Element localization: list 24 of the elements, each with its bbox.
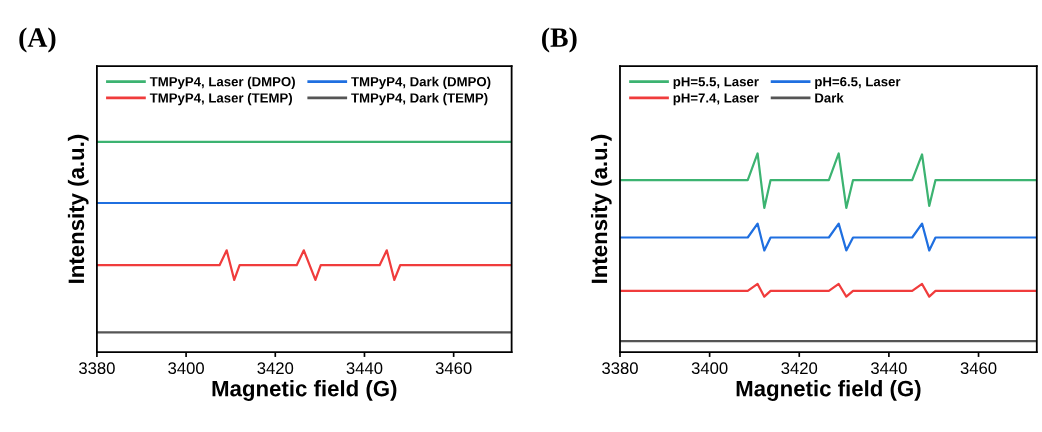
y-axis-title: Intensity (a.u.) bbox=[590, 134, 612, 283]
chart-title: (A) bbox=[19, 27, 56, 53]
legend-label: Dark bbox=[815, 92, 844, 103]
x-tick-label: 3440 bbox=[870, 362, 907, 375]
x-tick-label: 3420 bbox=[781, 362, 818, 375]
x-tick-label: 3460 bbox=[960, 362, 997, 375]
x-tick-label: 3400 bbox=[168, 362, 204, 375]
x-tick-label: 3440 bbox=[346, 362, 383, 375]
x-tick-label: 3400 bbox=[691, 362, 728, 375]
legend-label: pH=7.4, Laser bbox=[673, 93, 759, 106]
x-tick-label: 3380 bbox=[79, 362, 115, 375]
y-axis-title: Intensity (a.u.) bbox=[67, 134, 89, 283]
legend-label: TMPyP4, Laser (DMPO) bbox=[149, 76, 295, 89]
legend-label: TMPyP4, Dark (DMPO) bbox=[351, 76, 491, 89]
x-tick-label: 3380 bbox=[602, 362, 638, 375]
x-tick-label: 3420 bbox=[257, 362, 294, 375]
x-axis-title: Magnetic field (G) bbox=[736, 380, 921, 401]
legend-label: TMPyP4, Laser (TEMP) bbox=[149, 92, 292, 106]
x-tick-label: 3460 bbox=[435, 362, 472, 375]
chart-title: (B) bbox=[542, 27, 577, 53]
legend-label: TMPyP4, Dark (TEMP) bbox=[351, 92, 488, 106]
legend-label: pH=5.5, Laser bbox=[673, 77, 759, 89]
legend-label: pH=6.5, Laser bbox=[815, 77, 901, 89]
x-axis-title: Magnetic field (G) bbox=[212, 380, 397, 401]
